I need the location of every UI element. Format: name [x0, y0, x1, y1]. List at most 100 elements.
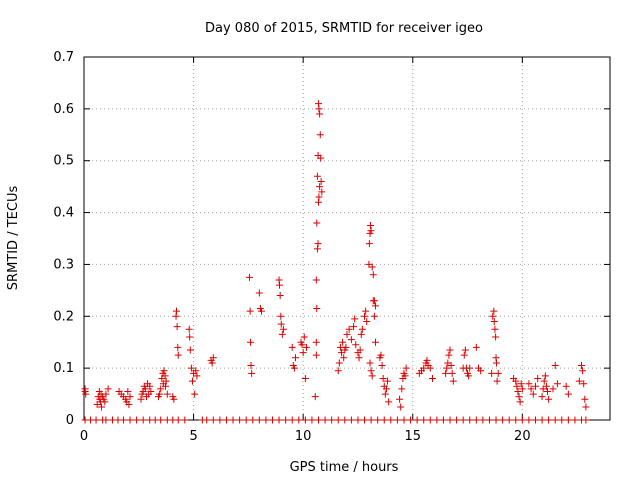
data-point: [398, 385, 406, 393]
zero-data-point: [321, 416, 329, 424]
zero-data-point: [400, 416, 408, 424]
data-point: [102, 390, 110, 398]
data-point: [174, 343, 182, 351]
zero-data-point: [334, 416, 342, 424]
data-point: [443, 364, 451, 372]
data-point: [313, 245, 321, 253]
data-point: [187, 364, 195, 372]
data-point: [371, 338, 379, 346]
data-point: [420, 364, 428, 372]
zero-data-point: [531, 416, 539, 424]
zero-data-point: [413, 416, 421, 424]
data-point: [258, 307, 266, 315]
data-point: [442, 369, 450, 377]
data-point: [355, 354, 363, 362]
data-point: [299, 349, 307, 357]
data-point: [345, 325, 353, 333]
zero-data-point: [558, 416, 566, 424]
data-point: [370, 312, 378, 320]
x-tick-label: 0: [80, 429, 88, 444]
plot-frame: [83, 56, 611, 421]
data-point: [377, 351, 385, 359]
data-point: [186, 346, 194, 354]
data-point: [579, 367, 587, 375]
zero-data-point: [295, 416, 303, 424]
data-point: [277, 312, 285, 320]
data-point: [397, 403, 405, 411]
data-point: [357, 330, 365, 338]
data-point: [363, 317, 371, 325]
data-point: [157, 385, 165, 393]
zero-data-point: [433, 416, 441, 424]
zero-data-point: [453, 416, 461, 424]
zero-data-point: [420, 416, 428, 424]
data-point: [170, 395, 178, 403]
data-point: [491, 325, 499, 333]
data-point: [352, 341, 360, 349]
data-point: [472, 343, 480, 351]
data-point: [301, 375, 309, 383]
data-point: [492, 359, 500, 367]
zero-data-point: [472, 416, 480, 424]
zero-data-point: [216, 416, 224, 424]
data-point: [146, 382, 154, 390]
data-point: [247, 338, 255, 346]
zero-data-point: [249, 416, 257, 424]
data-point: [318, 188, 326, 196]
zero-data-point: [209, 416, 217, 424]
data-point: [365, 240, 373, 248]
data-point: [315, 105, 323, 113]
data-point: [98, 403, 106, 411]
data-point: [551, 362, 559, 370]
data-point: [316, 131, 324, 139]
data-point: [174, 351, 182, 359]
data-point: [518, 385, 526, 393]
data-point: [316, 183, 324, 191]
data-point: [245, 273, 253, 281]
data-point: [426, 364, 434, 372]
data-point: [575, 377, 583, 385]
zero-data-point: [119, 416, 127, 424]
data-point: [446, 346, 454, 354]
x-tick-label: 20: [514, 429, 531, 444]
zero-data-point: [518, 416, 526, 424]
data-point: [160, 367, 168, 375]
y-tick-label: 0.6: [53, 102, 74, 117]
data-point: [342, 343, 350, 351]
zero-data-point: [439, 416, 447, 424]
data-point: [278, 330, 286, 338]
data-point: [362, 307, 370, 315]
zero-data-point: [308, 416, 316, 424]
data-point: [312, 351, 320, 359]
data-point: [527, 385, 535, 393]
data-point: [490, 307, 498, 315]
data-point: [538, 393, 546, 401]
x-tick-label: 15: [404, 429, 421, 444]
data-point: [516, 398, 524, 406]
zero-data-point: [479, 416, 487, 424]
y-axis-label: SRMTID / TECUs: [6, 186, 21, 291]
data-point: [313, 305, 321, 313]
data-point: [347, 336, 355, 344]
data-point: [186, 333, 194, 341]
y-tick-label: 0: [66, 413, 74, 428]
y-tick-label: 0.2: [53, 309, 74, 324]
zero-data-point: [203, 416, 211, 424]
data-point: [384, 377, 392, 385]
data-point: [540, 377, 548, 385]
data-point: [514, 387, 522, 395]
data-point: [489, 312, 497, 320]
zero-data-point: [446, 416, 454, 424]
data-point: [314, 240, 322, 248]
data-point: [141, 385, 149, 393]
data-point: [339, 338, 347, 346]
data-point: [423, 356, 431, 364]
data-point: [358, 325, 366, 333]
data-point: [512, 377, 520, 385]
zero-data-point: [275, 416, 283, 424]
data-point: [447, 362, 455, 370]
data-point: [477, 367, 485, 375]
data-point: [385, 398, 393, 406]
data-point: [313, 219, 321, 227]
zero-data-point: [222, 416, 230, 424]
